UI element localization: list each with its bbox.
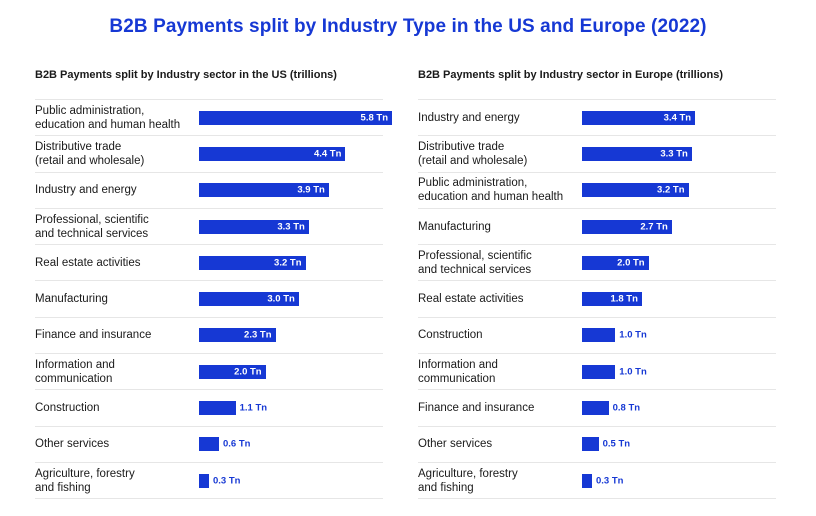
europe-category-label: Industry and energy bbox=[418, 111, 520, 124]
us-row-10: Other services 0.6 Tn bbox=[35, 427, 383, 463]
us-category-label: Distributive trade (retail and wholesale… bbox=[35, 140, 145, 167]
us-row-5: Real estate activities 3.2 Tn bbox=[35, 245, 383, 282]
us-category-label: Other services bbox=[35, 438, 110, 451]
us-bar bbox=[199, 146, 346, 161]
us-bar-value-label: 4.4 Tn bbox=[313, 148, 342, 160]
europe-bar bbox=[582, 437, 599, 452]
us-row-9: Construction 1.1 Tn bbox=[35, 390, 383, 427]
us-bar bbox=[199, 401, 236, 416]
europe-bar bbox=[582, 364, 616, 379]
us-bar-value-label: 3.2 Tn bbox=[274, 257, 302, 269]
chart-main-title: B2B Payments split by Industry Type in t… bbox=[109, 16, 707, 37]
europe-bar bbox=[582, 328, 616, 343]
europe-chart-rows: Industry and energy 3.4 Tn Distributive tr… bbox=[418, 100, 776, 500]
us-row-6: Manufacturing 3.0 Tn bbox=[35, 281, 383, 318]
us-row-2: Distributive trade (retail and wholesale… bbox=[35, 136, 383, 173]
europe-category-label: Professional, scientific and technical s… bbox=[418, 249, 532, 276]
europe-row-6: Real estate activities 1.8 Tn bbox=[418, 281, 776, 318]
europe-category-label: Public administration, education and hum… bbox=[418, 177, 564, 204]
europe-bar-value-label: 0.3 Tn bbox=[596, 475, 624, 487]
us-row-11: Agriculture, forestry and fishing 0.3 Tn bbox=[35, 463, 383, 500]
europe-bar-value-label: 3.3 Tn bbox=[660, 148, 688, 160]
europe-row-2: Distributive trade (retail and wholesale… bbox=[418, 136, 776, 173]
us-bar-value-label: 3.3 Tn bbox=[277, 221, 305, 233]
europe-category-label: Manufacturing bbox=[418, 220, 491, 233]
europe-bar bbox=[582, 110, 696, 125]
us-bar-value-label: 0.6 Tn bbox=[223, 438, 251, 450]
us-bar bbox=[199, 473, 209, 488]
europe-bar-value-label: 2.7 Tn bbox=[640, 221, 668, 233]
europe-row-5: Professional, scientific and technical s… bbox=[418, 245, 776, 282]
us-category-label: Construction bbox=[35, 402, 100, 415]
us-bar-value-label: 3.0 Tn bbox=[267, 293, 295, 305]
europe-bar bbox=[582, 183, 689, 198]
europe-bar-value-label: 1.0 Tn bbox=[619, 366, 647, 378]
europe-chart-title: B2B Payments split by Industry sector in… bbox=[418, 66, 776, 100]
europe-category-label: Finance and insurance bbox=[418, 402, 535, 415]
europe-category-label: Agriculture, forestry and fishing bbox=[418, 467, 518, 494]
europe-row-3: Public administration, education and hum… bbox=[418, 173, 776, 209]
europe-bar bbox=[582, 292, 642, 307]
europe-category-label: Other services bbox=[418, 438, 493, 451]
us-bar bbox=[199, 219, 309, 234]
us-row-8: Information and communication 2.0 Tn bbox=[35, 354, 383, 391]
us-bar-value-label: 2.3 Tn bbox=[244, 329, 272, 341]
us-bar bbox=[199, 364, 266, 379]
us-bar-value-label: 2.0 Tn bbox=[234, 366, 262, 378]
us-category-label: Professional, scientific and technical s… bbox=[35, 213, 149, 240]
us-row-3: Industry and energy 3.9 Tn bbox=[35, 173, 383, 209]
europe-row-10: Other services 0.5 Tn bbox=[418, 427, 776, 463]
europe-bar-value-label: 2.0 Tn bbox=[617, 257, 645, 269]
us-bar bbox=[199, 328, 276, 343]
europe-row-8: Information and communication 1.0 Tn bbox=[418, 354, 776, 391]
europe-bar bbox=[582, 219, 672, 234]
europe-row-9: Finance and insurance 0.8 Tn bbox=[418, 390, 776, 427]
europe-row-4: Manufacturing 2.7 Tn bbox=[418, 209, 776, 246]
us-bar-value-label: 3.9 Tn bbox=[297, 184, 325, 196]
us-bar-value-label: 5.8 Tn bbox=[360, 112, 388, 124]
us-row-7: Finance and insurance 2.3 Tn bbox=[35, 318, 383, 355]
europe-bar-value-label: 3.4 Tn bbox=[663, 112, 692, 124]
us-row-4: Professional, scientific and technical s… bbox=[35, 209, 383, 246]
us-category-label: Agriculture, forestry and fishing bbox=[35, 467, 135, 494]
europe-bar bbox=[582, 255, 649, 270]
europe-bar-value-label: 1.8 Tn bbox=[610, 293, 638, 305]
europe-category-label: Information and communication bbox=[418, 358, 498, 385]
europe-bar bbox=[582, 146, 692, 161]
europe-bar bbox=[582, 401, 609, 416]
us-category-label: Information and communication bbox=[35, 358, 115, 385]
us-bar bbox=[199, 292, 299, 307]
europe-row-11: Agriculture, forestry and fishing 0.3 Tn bbox=[418, 463, 776, 500]
europe-category-label: Real estate activities bbox=[418, 293, 524, 306]
us-category-label: Manufacturing bbox=[35, 293, 108, 306]
us-category-label: Real estate activities bbox=[35, 256, 141, 269]
europe-category-label: Construction bbox=[418, 329, 483, 342]
europe-row-1: Industry and energy 3.4 Tn bbox=[418, 100, 776, 137]
us-chart-rows: Public administration, education and hum… bbox=[35, 100, 392, 500]
europe-chart-panel: B2B Payments split by Industry sector in… bbox=[418, 66, 776, 500]
us-bar-value-label: 0.3 Tn bbox=[213, 475, 241, 487]
europe-category-label: Distributive trade (retail and wholesale… bbox=[418, 140, 528, 167]
us-category-label: Public administration, education and hum… bbox=[35, 104, 181, 131]
us-category-label: Finance and insurance bbox=[35, 329, 152, 342]
us-bar bbox=[199, 110, 392, 125]
europe-bar-value-label: 0.8 Tn bbox=[612, 402, 641, 414]
us-bar bbox=[199, 183, 329, 198]
us-chart-title: B2B Payments split by Industry sector in… bbox=[35, 66, 383, 100]
us-row-1: Public administration, education and hum… bbox=[35, 100, 392, 137]
us-category-label: Industry and energy bbox=[35, 184, 137, 197]
us-bar-value-label: 1.1 Tn bbox=[239, 402, 268, 414]
europe-bar bbox=[582, 473, 592, 488]
us-bar bbox=[199, 255, 306, 270]
us-bar bbox=[199, 437, 219, 452]
europe-bar-value-label: 0.5 Tn bbox=[602, 438, 631, 450]
europe-row-7: Construction 1.0 Tn bbox=[418, 318, 776, 355]
us-chart-panel: B2B Payments split by Industry sector in… bbox=[35, 66, 392, 500]
europe-bar-value-label: 1.0 Tn bbox=[619, 329, 647, 341]
europe-bar-value-label: 3.2 Tn bbox=[657, 184, 685, 196]
